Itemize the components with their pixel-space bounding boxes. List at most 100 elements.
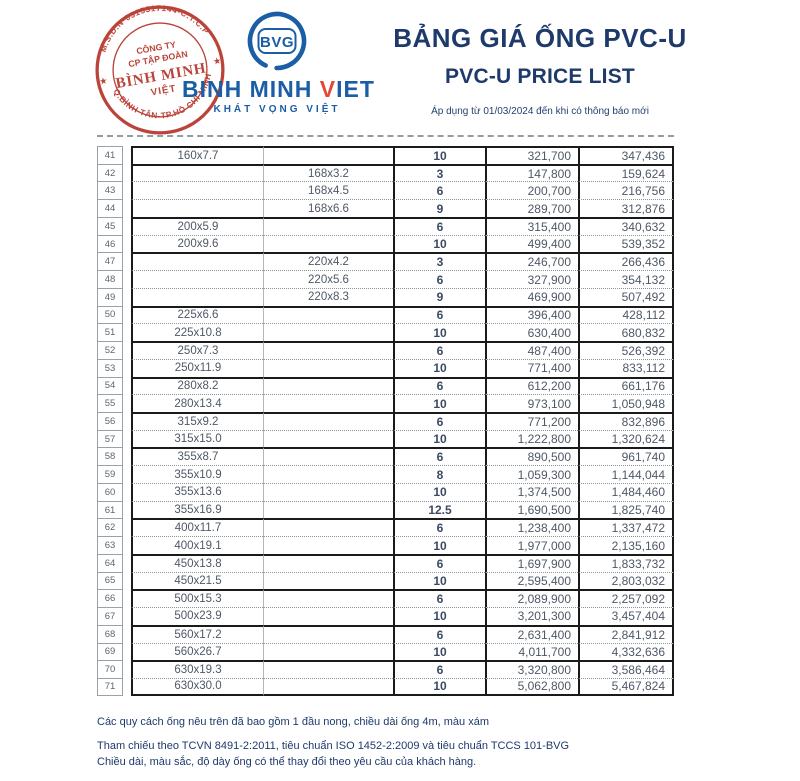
- row-number-cell: 57: [97, 429, 123, 448]
- row-number-cell: 48: [97, 270, 123, 288]
- size-b-cell: [263, 429, 393, 448]
- qty-cell: 6: [393, 270, 485, 288]
- qty-cell: 10: [393, 358, 485, 377]
- table-row: 280x13.4 10 973,100 1,050,948: [131, 394, 674, 413]
- row-number-cell: 62: [97, 518, 123, 537]
- row-number-row: 48: [97, 270, 123, 288]
- row-number-cell: 71: [97, 678, 123, 696]
- size-b-cell: [263, 642, 393, 661]
- stamp-star-left-icon: ★: [98, 75, 108, 86]
- price2-cell: 2,803,032: [578, 571, 674, 590]
- qty-cell: 6: [393, 447, 485, 466]
- qty-cell: 9: [393, 199, 485, 217]
- row-number-cell: 59: [97, 465, 123, 483]
- table-row: 500x15.3 6 2,089,900 2,257,092: [131, 589, 674, 608]
- table-row: 560x17.2 6 2,631,400 2,841,912: [131, 624, 674, 643]
- row-number-cell: 41: [97, 146, 123, 164]
- price1-cell: 1,697,900: [485, 553, 578, 572]
- footer-notes: Các quy cách ống nêu trên đã bao gồm 1 đ…: [97, 716, 717, 768]
- price1-cell: 1,374,500: [485, 482, 578, 501]
- price2-cell: 159,624: [578, 163, 674, 182]
- size-b-cell: [263, 571, 393, 590]
- row-number-cell: 46: [97, 234, 123, 253]
- table-row: 250x7.3 6 487,400 526,392: [131, 341, 674, 359]
- row-number-row: 60: [97, 482, 123, 501]
- qty-cell: 8: [393, 465, 485, 483]
- row-number-row: 57: [97, 429, 123, 448]
- price2-cell: 1,833,732: [578, 553, 674, 572]
- row-number-row: 71: [97, 678, 123, 696]
- row-number-row: 68: [97, 624, 123, 643]
- table-row: 225x6.6 6 396,400 428,112: [131, 305, 674, 324]
- note-standards: Tham chiếu theo TCVN 8491-2:2011, tiêu c…: [97, 740, 570, 752]
- table-row: 220x8.3 9 469,900 507,492: [131, 287, 674, 306]
- row-number-row: 67: [97, 607, 123, 625]
- size-a-cell: 560x17.2: [131, 624, 263, 643]
- price1-cell: 973,100: [485, 394, 578, 413]
- qty-cell: 10: [393, 429, 485, 448]
- row-number-row: 63: [97, 536, 123, 554]
- price2-cell: 3,586,464: [578, 660, 674, 679]
- row-number-row: 43: [97, 181, 123, 200]
- size-a-cell: [131, 163, 263, 182]
- size-a-cell: 630x19.3: [131, 660, 263, 679]
- price2-cell: 539,352: [578, 234, 674, 253]
- price1-cell: 321,700: [485, 146, 578, 164]
- note-custom: Chiều dài, màu sắc, độ dày ống có thể th…: [97, 756, 477, 768]
- stamp-star-right-icon: ★: [212, 55, 222, 66]
- row-number-cell: 42: [97, 163, 123, 182]
- qty-cell: 6: [393, 341, 485, 359]
- price1-cell: 890,500: [485, 447, 578, 466]
- page-title-vi: BẢNG GIÁ ỐNG PVC-U: [393, 23, 687, 53]
- table-row: 220x4.2 3 246,700 266,436: [131, 252, 674, 271]
- row-number-row: 64: [97, 553, 123, 572]
- size-b-cell: 168x3.2: [263, 163, 393, 182]
- row-number-cell: 61: [97, 500, 123, 519]
- row-number-row: 45: [97, 216, 123, 235]
- size-a-cell: 225x10.8: [131, 323, 263, 342]
- qty-cell: 3: [393, 163, 485, 182]
- table-row: 250x11.9 10 771,400 833,112: [131, 358, 674, 377]
- row-number-row: 59: [97, 465, 123, 483]
- table-row: 168x6.6 9 289,700 312,876: [131, 199, 674, 217]
- price2-cell: 428,112: [578, 305, 674, 324]
- price2-cell: 266,436: [578, 252, 674, 271]
- row-number-cell: 60: [97, 482, 123, 501]
- price2-cell: 312,876: [578, 199, 674, 217]
- bvg-logo-circle: BVG: [247, 11, 307, 71]
- price1-cell: 315,400: [485, 216, 578, 235]
- row-number-cell: 58: [97, 447, 123, 466]
- row-number-row: 70: [97, 660, 123, 679]
- price1-cell: 5,062,800: [485, 678, 578, 696]
- row-number-row: 46: [97, 234, 123, 253]
- row-number-row: 52: [97, 341, 123, 359]
- qty-cell: 6: [393, 305, 485, 324]
- logo-tagline: KHÁT VỌNG VIỆT: [213, 104, 341, 115]
- qty-cell: 6: [393, 376, 485, 395]
- row-number-cell: 65: [97, 571, 123, 590]
- price1-cell: 1,690,500: [485, 500, 578, 519]
- size-a-cell: [131, 287, 263, 306]
- price1-cell: 771,400: [485, 358, 578, 377]
- price2-cell: 340,632: [578, 216, 674, 235]
- price1-cell: 1,238,400: [485, 518, 578, 537]
- size-a-cell: 225x6.6: [131, 305, 263, 324]
- price1-cell: 612,200: [485, 376, 578, 395]
- size-a-cell: 500x23.9: [131, 607, 263, 625]
- table-row: 400x11.7 6 1,238,400 1,337,472: [131, 518, 674, 537]
- size-a-cell: 450x13.8: [131, 553, 263, 572]
- size-a-cell: 450x21.5: [131, 571, 263, 590]
- price2-cell: 1,144,044: [578, 465, 674, 483]
- size-a-cell: 280x8.2: [131, 376, 263, 395]
- size-b-cell: [263, 500, 393, 519]
- size-a-cell: 315x9.2: [131, 412, 263, 430]
- qty-cell: 10: [393, 482, 485, 501]
- size-b-cell: [263, 465, 393, 483]
- price-table-area: 41 42 43 44 45 46 47 48 49 50 51 52 53 54 55 56 57 58 59 60…: [97, 146, 674, 696]
- row-number-cell: 56: [97, 412, 123, 430]
- price2-cell: 216,756: [578, 181, 674, 200]
- table-row: 450x13.8 6 1,697,900 1,833,732: [131, 553, 674, 572]
- price1-cell: 246,700: [485, 252, 578, 271]
- size-a-cell: 160x7.7: [131, 146, 263, 164]
- row-number-cell: 54: [97, 376, 123, 395]
